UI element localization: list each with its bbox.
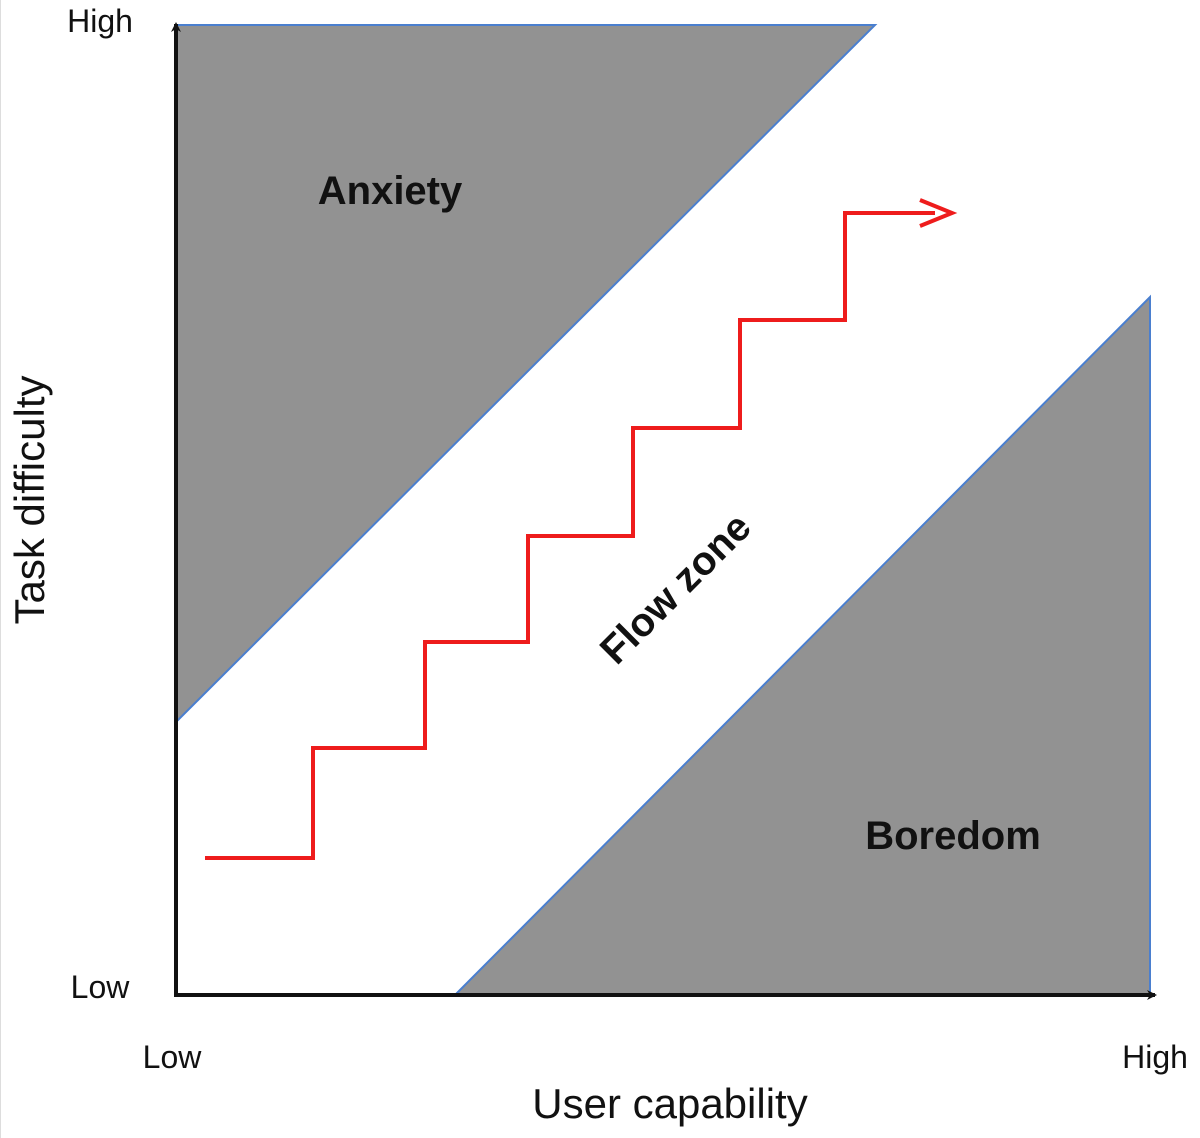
y-axis-low-label: Low <box>71 969 131 1005</box>
x-axis-low-label: Low <box>143 1039 203 1075</box>
progress-staircase-path <box>205 211 935 860</box>
x-axis-high-label: High <box>1122 1039 1188 1075</box>
boredom-label: Boredom <box>865 814 1041 858</box>
anxiety-region-edge <box>175 24 878 723</box>
x-axis-title: User capability <box>532 1080 807 1127</box>
boredom-region-edge <box>454 294 1151 996</box>
staircase-arrowhead-icon <box>919 198 958 228</box>
anxiety-label: Anxiety <box>318 169 463 213</box>
y-axis-title: Task difficulty <box>6 376 53 625</box>
flow-zone-label: Flow zone <box>592 505 760 673</box>
y-axis-high-label: High <box>67 3 133 39</box>
